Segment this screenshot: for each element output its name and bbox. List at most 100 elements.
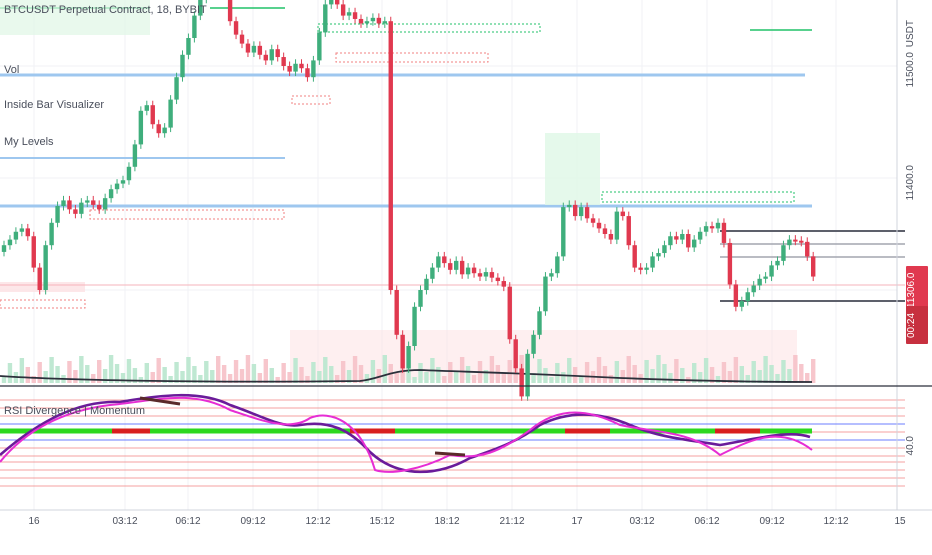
grid [0,0,897,510]
volume-bar [19,358,25,383]
volume-bar [263,359,268,383]
volume-bar [596,357,602,383]
candle-body [525,353,530,397]
candle-body [299,63,304,69]
volume-bar [727,371,733,383]
volume-bar [79,356,84,383]
candle-body [114,183,120,190]
volume-bar [108,355,114,383]
candle-body [61,200,66,206]
volume-bar [465,366,471,383]
candle-body [650,256,655,268]
candle-body [73,209,78,214]
candle-body [364,21,370,24]
candle-body [686,234,691,248]
candle-body [150,105,155,125]
candle-body [257,45,263,55]
zone-red [0,282,85,292]
inside-bar-box [89,209,285,220]
candle-body [442,256,447,264]
candle-body [19,228,25,232]
indicator-my-levels[interactable]: My Levels [4,136,54,148]
volume-bar [287,372,292,383]
candle-body [781,245,786,261]
candle-body [251,45,257,53]
candle-body [85,200,90,203]
candle-body [513,339,518,369]
volume-bar [1,377,7,383]
candle-body [418,290,423,307]
volume-bar [412,377,417,383]
candle-body [769,265,774,277]
oscillator-title[interactable]: RSI Divergence | Momentum [4,405,146,417]
candle-body [400,334,405,369]
candle-body [531,334,536,354]
volume-bar [632,365,637,383]
volume-bar [364,374,370,383]
candle-body [287,66,292,72]
volume-bar [49,357,54,383]
volume-bar [102,369,108,383]
volume-bar [680,368,685,383]
volume-bar [436,367,441,383]
volume-bar [192,366,197,383]
candle-body [174,77,179,100]
volume-bar [668,373,673,383]
inside-bar-box [0,299,86,309]
candle-body [263,54,268,61]
time-tick: 06:12 [694,516,720,527]
candle-body [549,273,554,277]
candle-body [198,0,203,16]
candle-body [567,204,572,208]
volume-bar [781,360,786,383]
volume-bar [216,356,221,383]
volume-bar [382,355,387,383]
volume-bar [156,358,161,383]
candle-body [358,18,364,24]
candle-body [471,267,477,274]
indicator-vol[interactable]: Vol [4,64,20,76]
volume-bar [406,368,411,383]
currency-label[interactable]: USDT [905,20,916,48]
candle-body [602,228,608,234]
volume-bar [67,361,72,383]
time-tick: 09:12 [240,516,266,527]
zone-green [0,0,150,35]
volume-bar [602,366,608,383]
candle-body [1,245,7,252]
volume-bar [245,355,251,383]
candle-body [424,278,429,290]
candle-body [811,256,816,277]
candle-body [192,15,197,39]
candle-body [715,222,721,229]
volume-bar [495,365,501,383]
volume-bar [709,367,715,383]
candle-body [793,239,798,242]
candle-body [13,231,19,240]
volume-bar [144,363,149,383]
divergence-mark [139,396,181,406]
candle-body [448,263,453,270]
volume-bar [775,374,780,383]
candle-body [335,0,340,5]
volume-bar [329,366,334,383]
volume-bar [198,375,203,383]
indicator-inside-bar[interactable]: Inside Bar Visualizer [4,99,105,111]
volume-bar [43,371,48,383]
candle-body [7,239,13,246]
candle-body [787,239,792,246]
candle-body [281,57,286,66]
candle-body [638,267,643,270]
candle-body [370,17,376,22]
candle-body [459,260,465,275]
volume-bar [626,356,631,383]
volume-ma-line [0,369,813,383]
volume-bar [721,362,727,383]
symbol-title[interactable]: BTCUSDT Perpetual Contract, 18, BYBIT [4,4,207,16]
candle-body [346,12,352,16]
volume-bar [394,373,399,383]
candle-body [323,4,328,33]
candle-body [751,285,756,293]
